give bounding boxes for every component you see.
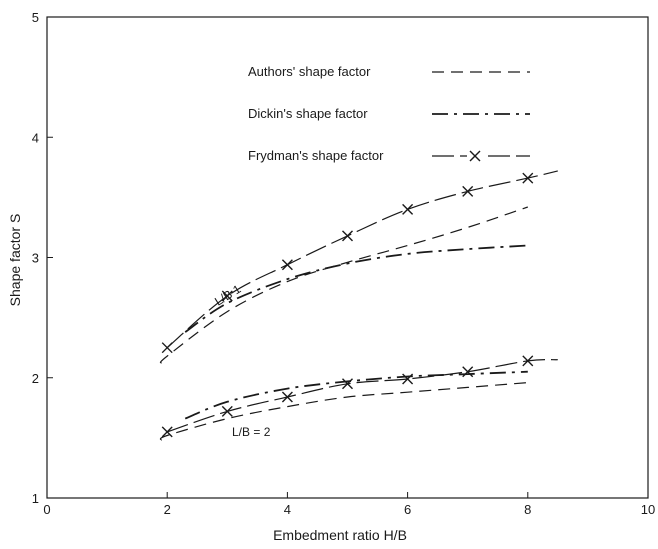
data-point-x-marker: [462, 366, 474, 378]
legend-label: Frydman's shape factor: [248, 148, 384, 163]
data-point-x-marker: [402, 373, 414, 385]
x-tick-label: 4: [284, 502, 291, 517]
series-line-lb1-dashed: [159, 206, 528, 364]
x-tick-label: 10: [641, 502, 655, 517]
legend-label: Dickin's shape factor: [248, 106, 368, 121]
y-tick-label: 1: [32, 491, 39, 506]
data-point-x-marker: [161, 426, 173, 438]
data-point-x-marker: [221, 405, 233, 417]
data-point-x-marker: [522, 355, 534, 367]
legend-x-marker: [467, 148, 483, 164]
data-point-x-marker: [402, 203, 414, 215]
data-point-x-marker: [281, 391, 293, 403]
legend: Authors' shape factor Dickin's shape fact…: [248, 64, 530, 164]
series-line-lb2-dashed: [159, 382, 528, 441]
series-line-lb1-long-dash: [166, 170, 558, 349]
data-point-x-marker: [161, 342, 173, 354]
y-tick-label: 2: [32, 371, 39, 386]
curve-label-lb2: L/B = 2: [232, 425, 271, 439]
series-line-lb1-dash-dot: [184, 244, 528, 333]
plot-border: [46, 16, 649, 499]
data-point-x-marker: [462, 185, 474, 197]
y-tick-label: 4: [32, 130, 39, 145]
y-axis-title: Shape factor S: [7, 214, 23, 307]
data-point-x-marker: [342, 230, 353, 242]
x-axis-title: Embedment ratio H/B: [273, 527, 407, 543]
data-point-x-marker: [342, 378, 353, 390]
y-tick-label: 5: [32, 10, 39, 25]
data-point-x-marker: [281, 259, 293, 271]
x-tick-label: 6: [404, 502, 411, 517]
x-tick-label: 2: [164, 502, 171, 517]
x-tick-label: 0: [43, 502, 50, 517]
series-line-lb2-long-dash: [167, 359, 558, 433]
data-point-x-marker: [522, 172, 534, 184]
plot-frame: [46, 16, 649, 499]
x-markers-layer: [161, 172, 534, 438]
legend-label: Authors' shape factor: [248, 64, 371, 79]
series-line-lb2-dash-dot: [184, 370, 528, 420]
x-tick-label: 8: [524, 502, 531, 517]
series-layer: [159, 170, 558, 441]
y-tick-label: 3: [32, 251, 39, 266]
data-point-x-marker: [221, 290, 233, 302]
